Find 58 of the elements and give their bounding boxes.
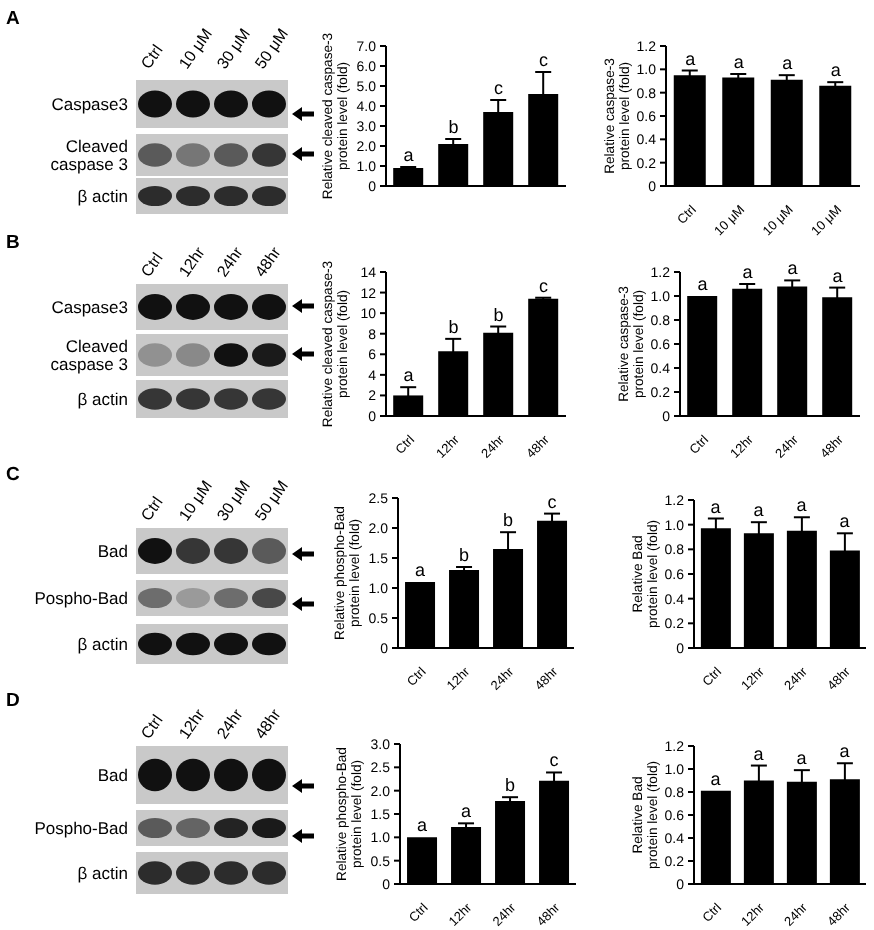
annotation: a: [839, 741, 850, 762]
text: Pospho-Bad: [34, 588, 129, 608]
text: Caspase3: [51, 94, 129, 114]
category-label: 30 μM: [213, 476, 255, 525]
category-label: Ctrl: [137, 41, 167, 73]
annotation: a: [787, 258, 798, 279]
annotation: a: [710, 496, 721, 517]
annotation: a: [403, 145, 414, 165]
text: Pospho-Bad: [34, 818, 129, 838]
annotation: a: [796, 748, 807, 769]
annotation: c: [539, 50, 549, 70]
annotation: c: [547, 491, 558, 512]
annotation: a: [753, 743, 764, 764]
annotation: b: [502, 510, 514, 531]
annotation: a: [832, 265, 843, 286]
annotation: a: [742, 262, 753, 282]
annotation: a: [710, 768, 721, 789]
category-label: 10 μM: [175, 24, 217, 73]
text: β actin: [77, 634, 129, 654]
annotation: b: [448, 117, 459, 137]
text: Bad: [97, 541, 129, 561]
category-label: Ctrl: [137, 493, 167, 525]
category-label: 10 μM: [175, 476, 217, 525]
annotation: b: [448, 316, 459, 337]
annotation: b: [493, 304, 504, 325]
annotation: a: [733, 52, 744, 72]
annotation: a: [830, 60, 841, 81]
category-label: 50 μM: [251, 476, 293, 525]
text: β actin: [77, 863, 129, 883]
text: Cleaved caspase 3: [50, 136, 129, 174]
annotation: a: [403, 365, 414, 386]
annotation: a: [414, 560, 426, 580]
annotation: a: [697, 274, 708, 294]
annotation: c: [549, 750, 560, 771]
annotation: c: [494, 78, 504, 98]
text: Bad: [97, 765, 129, 785]
text: D: [6, 690, 20, 712]
category-label: Ctrl: [137, 249, 167, 281]
annotation: a: [782, 53, 793, 74]
text: β actin: [77, 389, 129, 409]
annotation: a: [796, 495, 807, 516]
text: C: [6, 464, 20, 486]
text: B: [6, 232, 20, 254]
annotation: a: [685, 48, 696, 69]
annotation: b: [458, 545, 470, 565]
annotation: a: [416, 815, 428, 836]
annotation: c: [539, 275, 549, 296]
category-label: Ctrl: [137, 711, 167, 743]
text: Caspase3: [51, 297, 129, 317]
annotation: b: [504, 775, 516, 796]
annotation: a: [460, 801, 472, 822]
category-label: 30 μM: [213, 24, 255, 73]
text: A: [6, 8, 20, 30]
text: β actin: [77, 186, 129, 206]
annotation: a: [753, 500, 764, 521]
annotation: a: [839, 511, 850, 532]
category-label: 50 μM: [251, 24, 293, 73]
text: Cleaved caspase 3: [50, 336, 129, 374]
